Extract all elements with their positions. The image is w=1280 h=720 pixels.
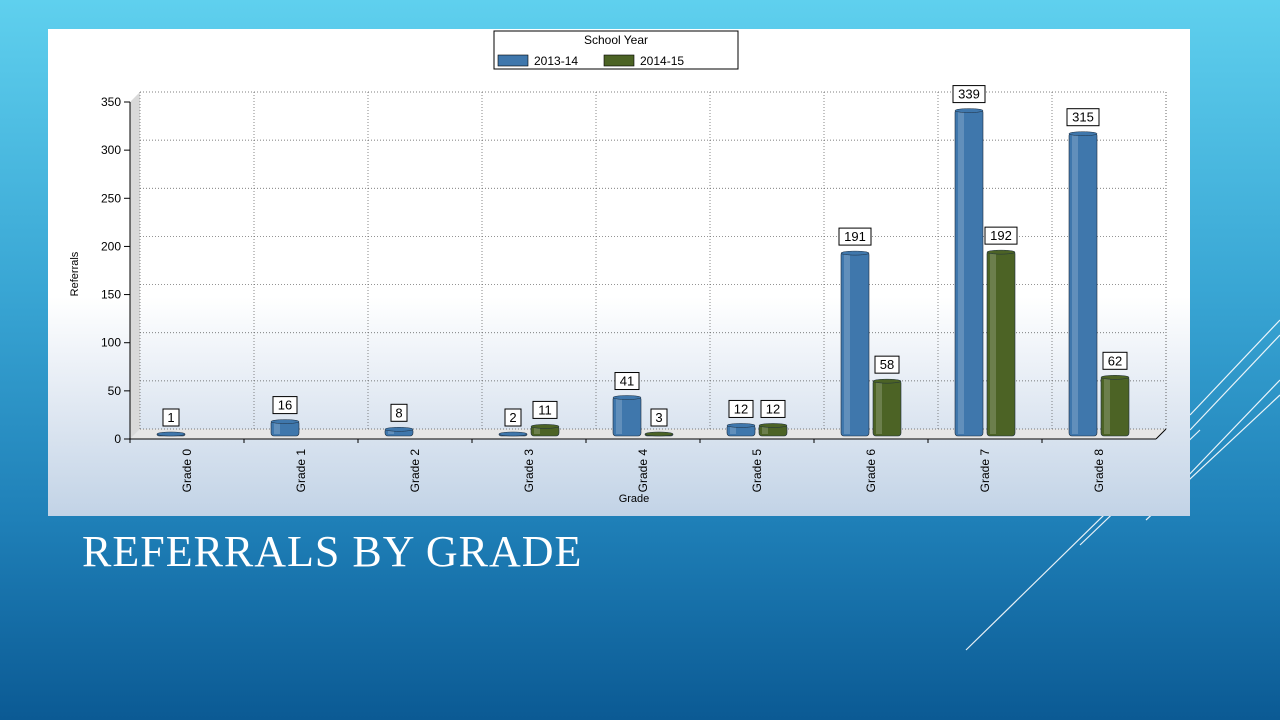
bar-2014-15-grade-3	[530, 424, 560, 437]
legend-swatch-2013-14	[497, 54, 529, 67]
y-tick-label: 50	[108, 384, 122, 398]
bar-2014-15-grade-7	[986, 249, 1016, 437]
x-axis-title: Grade	[619, 493, 650, 505]
y-tick-label: 350	[101, 95, 121, 109]
bar-2013-14-grade-5	[726, 423, 756, 437]
svg-text:16: 16	[278, 398, 292, 413]
bar-2013-14-grade-2	[384, 427, 414, 437]
data-label-2013-14-grade-6: 191	[838, 227, 872, 246]
bar-2013-14-grade-6	[840, 250, 870, 437]
chart-axes: 0 50 100 150 200 250 300 350 Grade 0 Grade 1 Grade…	[101, 95, 1167, 493]
svg-text:3: 3	[655, 410, 662, 425]
svg-text:58: 58	[880, 357, 894, 372]
bar-2013-14-grade-0	[156, 431, 186, 437]
svg-text:41: 41	[620, 374, 634, 389]
bar-2013-14-grade-8	[1068, 131, 1098, 437]
bar-2013-14-grade-7	[954, 108, 984, 437]
bar-2013-14-grade-4	[612, 395, 642, 437]
x-tick-label: Grade 8	[1092, 449, 1106, 493]
bar-2014-15-grade-6	[872, 378, 902, 437]
svg-text:62: 62	[1108, 353, 1122, 368]
chart-side-wall	[130, 92, 140, 439]
data-label-2013-14-grade-7: 339	[952, 85, 986, 104]
x-tick-label: Grade 4	[636, 449, 650, 493]
data-label-2013-14-grade-3: 2	[504, 408, 522, 427]
data-label-2013-14-grade-0: 1	[162, 408, 180, 427]
svg-text:12: 12	[766, 401, 780, 416]
data-label-2014-15-grade-4: 3	[650, 408, 668, 427]
data-label-2014-15-grade-7: 192	[984, 226, 1018, 245]
svg-text:339: 339	[958, 87, 980, 102]
svg-text:1: 1	[167, 410, 174, 425]
slide-title: REFERRALS BY GRADE	[82, 527, 583, 576]
x-tick-label: Grade 1	[294, 449, 308, 493]
data-label-2013-14-grade-8: 315	[1066, 108, 1100, 127]
data-label-2013-14-grade-4: 41	[614, 372, 640, 391]
bar-2014-15-grade-4	[644, 431, 674, 437]
x-tick-label: Grade 3	[522, 449, 536, 493]
legend-label-2013-14: 2013-14	[534, 54, 578, 68]
x-tick-label: Grade 6	[864, 449, 878, 493]
data-label-2013-14-grade-2: 8	[390, 403, 408, 422]
bar-2013-14-grade-3	[498, 431, 528, 437]
data-label-2013-14-grade-5: 12	[728, 399, 754, 418]
data-label-2014-15-grade-5: 12	[760, 399, 786, 418]
x-axis-depth-line	[1155, 428, 1167, 440]
svg-text:12: 12	[734, 401, 748, 416]
chart-data-labels: 1 16 8 2 41 12 191 339 315 11 3 12 58 192 62	[162, 85, 1128, 427]
svg-text:191: 191	[844, 229, 866, 244]
bar-2013-14-grade-1	[270, 419, 300, 437]
svg-text:315: 315	[1072, 110, 1094, 125]
legend-title: School Year	[584, 33, 648, 47]
y-tick-label: 100	[101, 336, 121, 350]
svg-text:192: 192	[990, 228, 1012, 243]
chart-legend: School Year 2013-14 2014-15	[493, 30, 739, 70]
y-tick-label: 300	[101, 143, 121, 157]
y-axis-title: Referrals	[69, 251, 81, 296]
legend-swatch-2014-15	[603, 54, 635, 67]
svg-text:2: 2	[509, 410, 516, 425]
x-tick-label: Grade 2	[408, 449, 422, 493]
chart-bars	[156, 108, 1130, 437]
bar-chart: 0 50 100 150 200 250 300 350 Grade 0 Grade 1 Grade…	[69, 30, 1167, 505]
y-tick-label: 200	[101, 239, 121, 253]
data-label-2013-14-grade-1: 16	[272, 396, 298, 415]
x-tick-label: Grade 5	[750, 449, 764, 493]
bar-2014-15-grade-5	[758, 423, 788, 437]
bar-2014-15-grade-8	[1100, 375, 1130, 437]
data-label-2014-15-grade-8: 62	[1102, 351, 1128, 370]
data-label-2014-15-grade-3: 11	[532, 400, 558, 419]
y-tick-label: 250	[101, 191, 121, 205]
svg-text:8: 8	[395, 405, 402, 420]
legend-label-2014-15: 2014-15	[640, 54, 684, 68]
y-tick-label: 150	[101, 288, 121, 302]
chart-panel: 0 50 100 150 200 250 300 350 Grade 0 Grade 1 Grade…	[48, 29, 1190, 516]
data-label-2014-15-grade-6: 58	[874, 355, 900, 374]
x-tick-label: Grade 0	[180, 449, 194, 493]
x-tick-label: Grade 7	[978, 449, 992, 493]
svg-text:11: 11	[538, 402, 552, 417]
y-tick-label: 0	[114, 432, 121, 446]
